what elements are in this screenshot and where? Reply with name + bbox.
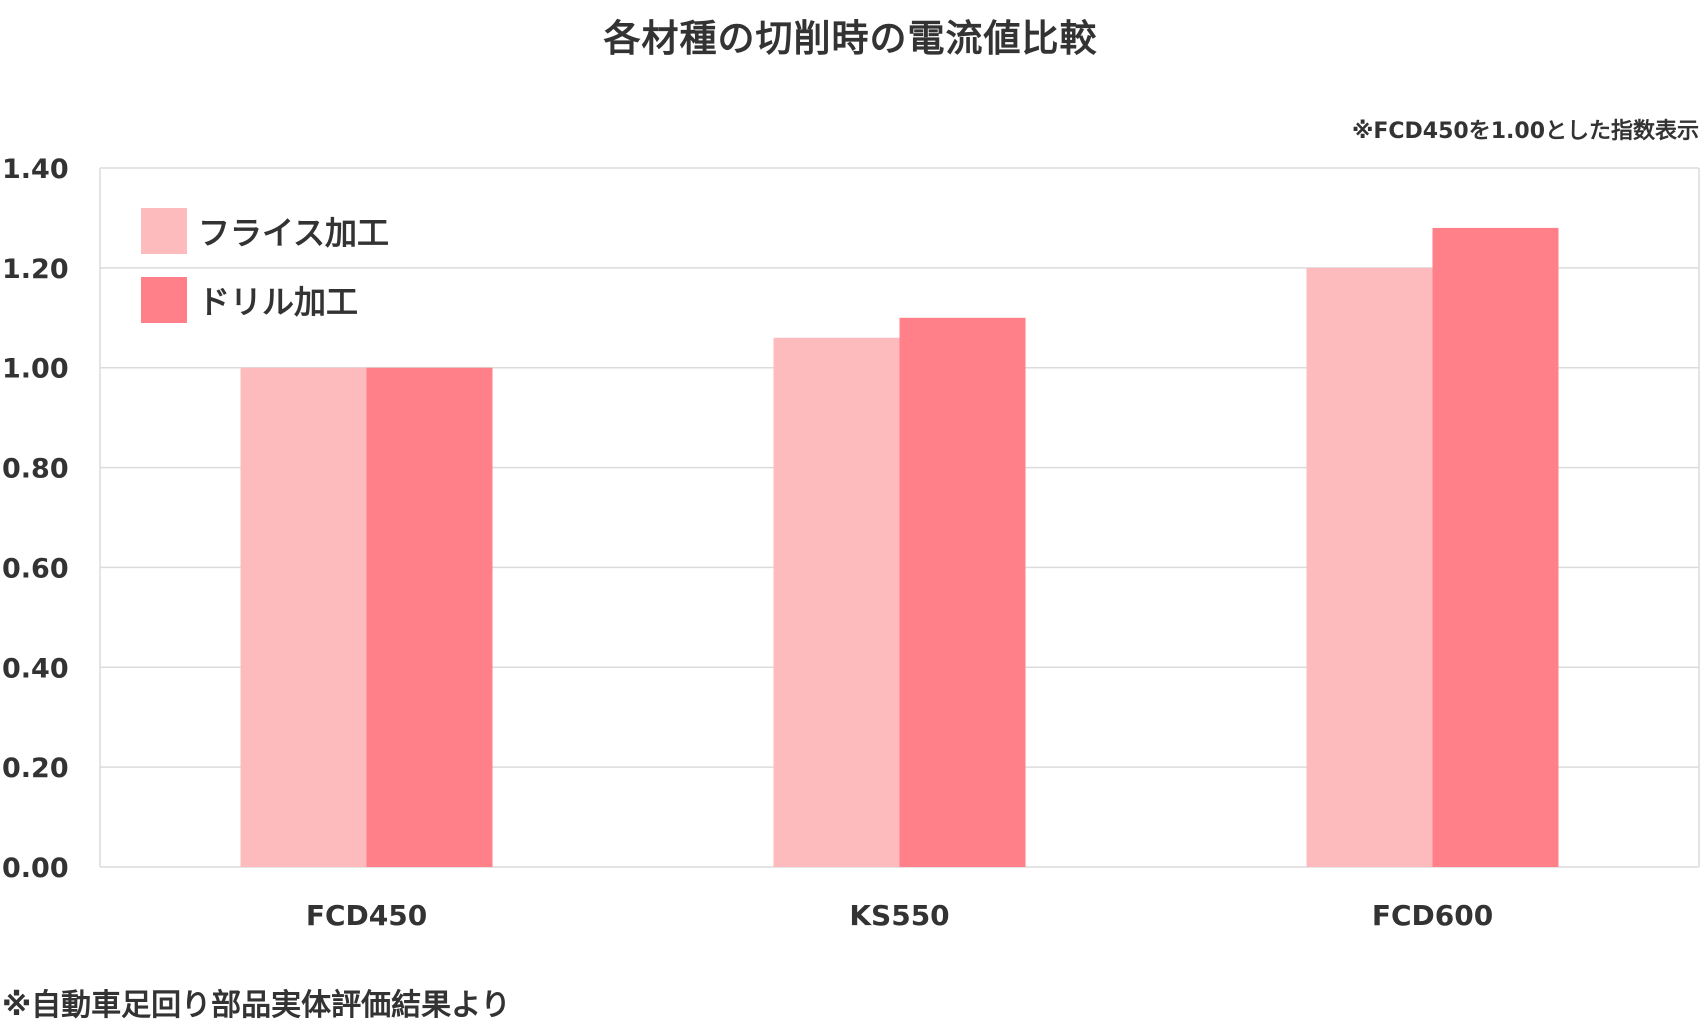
y-tick-label: 0.80 — [2, 454, 69, 485]
bar-KS550-0 — [773, 337, 900, 867]
x-axis-ticks: FCD450 KS550 FCD600 — [306, 899, 1493, 932]
y-tick-label: 1.00 — [2, 354, 69, 385]
bar-FCD600-0 — [1306, 267, 1433, 867]
x-tick-label: KS550 — [849, 899, 949, 932]
bar-FCD450-0 — [240, 367, 367, 867]
y-tick-label: 0.20 — [2, 753, 69, 784]
chart-note: ※FCD450を1.00とした指数表示 — [1351, 119, 1699, 144]
chart-title: 各材種の切削時の電流値比較 — [603, 17, 1098, 60]
bar-FCD600-1 — [1432, 227, 1559, 867]
y-tick-label: 1.20 — [2, 254, 69, 285]
legend-label: フライス加工 — [198, 214, 389, 252]
x-tick-label: FCD600 — [1372, 899, 1493, 932]
y-axis-ticks: 0.00 0.20 0.40 0.60 0.80 1.00 1.20 1.40 — [2, 154, 69, 884]
y-tick-label: 0.40 — [2, 653, 69, 684]
bar-KS550-1 — [899, 317, 1026, 867]
legend-swatch — [141, 277, 187, 323]
chart-source: ※自動車足回り部品実体評価結果より — [2, 988, 511, 1023]
bars — [240, 227, 1559, 867]
y-tick-label: 1.40 — [2, 154, 69, 185]
x-tick-label: FCD450 — [306, 899, 427, 932]
y-tick-label: 0.00 — [2, 853, 69, 884]
y-tick-label: 0.60 — [2, 553, 69, 584]
legend-label: ドリル加工 — [198, 283, 358, 321]
bar-FCD450-1 — [366, 367, 493, 867]
legend-swatch — [141, 208, 187, 254]
